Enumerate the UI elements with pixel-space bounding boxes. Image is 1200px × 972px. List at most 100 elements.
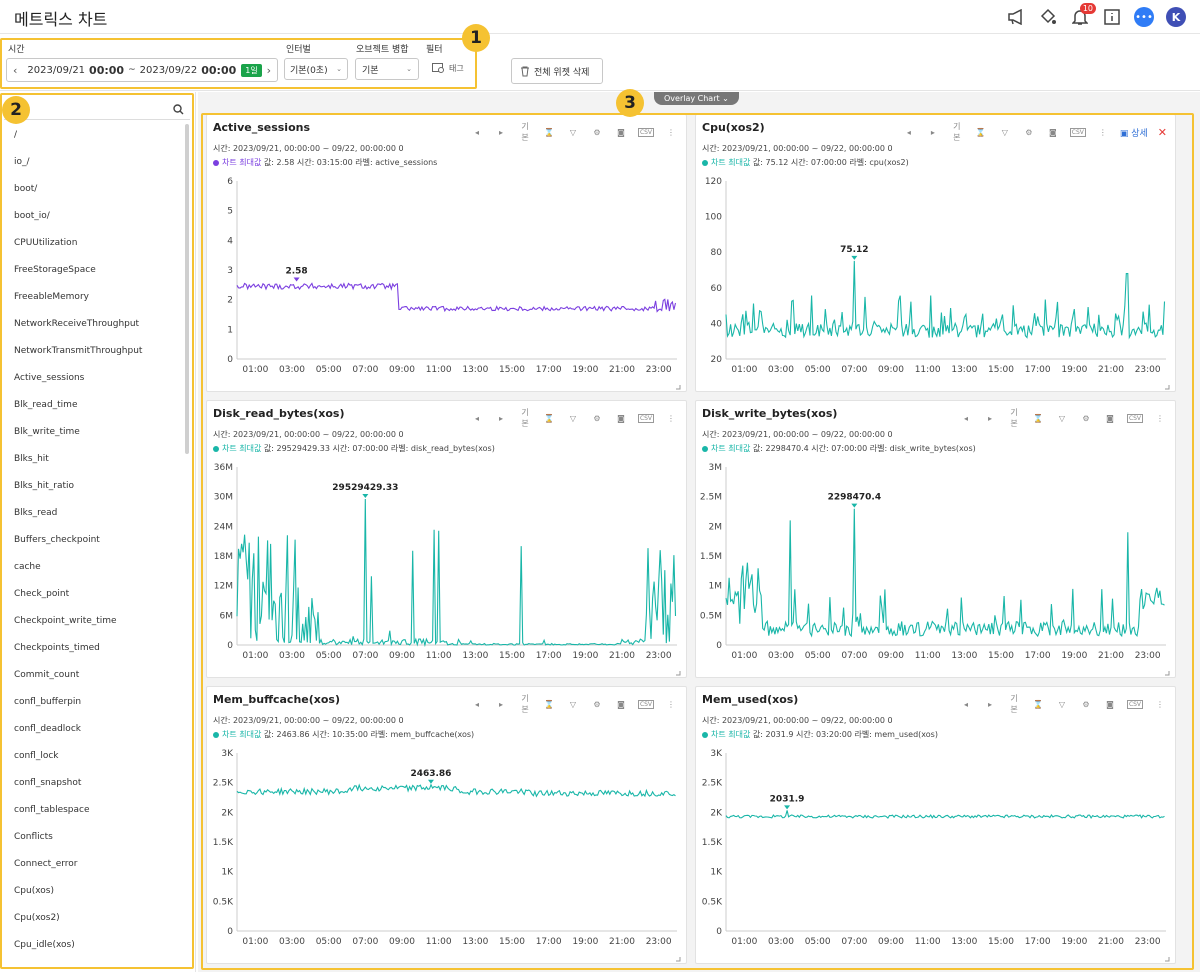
sidebar-item[interactable]: confl_deadlock — [14, 724, 81, 734]
more-icon[interactable]: ⋮ — [1156, 699, 1164, 709]
delete-all-widgets-button[interactable]: 전체 위젯 삭제 — [511, 58, 603, 84]
sidebar-item[interactable]: confl_lock — [14, 751, 59, 761]
next-icon[interactable]: ▸ — [498, 127, 503, 137]
sidebar-item[interactable]: FreeStorageSpace — [14, 265, 96, 275]
sidebar-item[interactable]: boot_io/ — [14, 211, 50, 221]
sidebar-item[interactable]: / — [14, 130, 18, 140]
csv-icon[interactable]: CSV — [1069, 127, 1086, 137]
camera-icon[interactable]: ◙ — [1048, 127, 1057, 137]
sidebar-item[interactable]: confl_tablespace — [14, 805, 90, 815]
resize-handle[interactable] — [676, 671, 681, 676]
sidebar-item[interactable]: Blks_read — [14, 508, 58, 518]
gear-icon[interactable]: ⚙ — [593, 413, 601, 423]
merge-select[interactable]: 기본 ⌄ — [355, 58, 419, 80]
hourglass-icon[interactable]: ⌛ — [544, 699, 554, 709]
gear-icon[interactable]: ⚙ — [593, 699, 601, 709]
resize-handle[interactable] — [1165, 957, 1170, 962]
hourglass-icon[interactable]: ⌛ — [1033, 699, 1043, 709]
sidebar-item[interactable]: Active_sessions — [14, 373, 85, 383]
interval-select[interactable]: 기본(0초) ⌄ — [284, 58, 348, 80]
camera-icon[interactable]: ◙ — [617, 699, 625, 709]
hourglass-icon[interactable]: ⌛ — [544, 413, 554, 423]
more-icon[interactable]: ⋮ — [667, 699, 675, 709]
more-icon[interactable]: ⋮ — [667, 127, 675, 137]
sidebar-item[interactable]: confl_bufferpin — [14, 697, 82, 707]
filter-icon[interactable]: ▽ — [569, 127, 577, 137]
sidebar-item[interactable]: Check_point — [14, 589, 70, 599]
range-badge[interactable]: 1일 — [241, 63, 262, 77]
hourglass-icon[interactable]: ⌛ — [544, 127, 554, 137]
sidebar-item[interactable]: Buffers_checkpoint — [14, 535, 100, 545]
sidebar-item[interactable]: Cpu(xos) — [14, 886, 54, 896]
megaphone-icon[interactable] — [1006, 7, 1026, 27]
csv-icon[interactable]: CSV — [638, 413, 654, 423]
gear-icon[interactable]: ⚙ — [593, 127, 601, 137]
prev-icon[interactable]: ◂ — [963, 699, 968, 709]
sidebar-item[interactable]: Blks_hit — [14, 454, 49, 464]
resize-handle[interactable] — [676, 957, 681, 962]
prev-icon[interactable]: ◂ — [474, 699, 479, 709]
camera-icon[interactable]: ◙ — [1106, 699, 1114, 709]
prev-icon[interactable]: ◂ — [474, 127, 479, 137]
sidebar-item[interactable]: io_/ — [14, 157, 30, 167]
resize-handle[interactable] — [1165, 385, 1170, 390]
sidebar-item[interactable]: NetworkReceiveThroughput — [14, 319, 140, 329]
sidebar-item[interactable]: CPUUtilization — [14, 238, 78, 248]
close-icon[interactable]: ✕ — [1157, 125, 1167, 139]
prev-icon[interactable]: ◂ — [906, 127, 911, 137]
chevron-right-icon[interactable]: › — [266, 63, 271, 77]
info-panel-icon[interactable] — [1102, 7, 1122, 27]
csv-icon[interactable]: CSV — [638, 127, 654, 137]
basic-label[interactable]: 기본 — [1010, 408, 1018, 428]
resize-handle[interactable] — [676, 385, 681, 390]
sidebar-item[interactable]: Cpu_idle(xos) — [14, 940, 75, 950]
filter-icon[interactable]: ▽ — [1058, 699, 1066, 709]
sidebar-item[interactable]: cache — [14, 562, 41, 572]
gear-icon[interactable]: ⚙ — [1082, 413, 1090, 423]
bell-icon[interactable]: 10 — [1070, 3, 1096, 27]
sidebar-item[interactable]: Blks_hit_ratio — [14, 481, 75, 491]
detail-button[interactable]: ▣ 상세 — [1120, 126, 1148, 139]
next-icon[interactable]: ▸ — [987, 699, 992, 709]
csv-icon[interactable]: CSV — [638, 699, 654, 709]
next-icon[interactable]: ▸ — [498, 413, 503, 423]
sidebar-item[interactable]: Connect_error — [14, 859, 78, 869]
next-icon[interactable]: ▸ — [930, 127, 935, 137]
filter-tag-button[interactable]: 태그 — [432, 63, 464, 74]
prev-icon[interactable]: ◂ — [474, 413, 479, 423]
next-icon[interactable]: ▸ — [987, 413, 992, 423]
gear-icon[interactable]: ⚙ — [1082, 699, 1090, 709]
basic-label[interactable]: 기본 — [521, 694, 529, 714]
sidebar-item[interactable]: confl_snapshot — [14, 778, 82, 788]
metric-search-input[interactable] — [4, 98, 190, 120]
filter-icon[interactable]: ▽ — [1058, 413, 1066, 423]
filter-icon[interactable]: ▽ — [569, 413, 577, 423]
sidebar-item[interactable]: FreeableMemory — [14, 292, 89, 302]
sidebar-item[interactable]: Blk_read_time — [14, 400, 78, 410]
more-icon[interactable]: ⋮ — [667, 413, 675, 423]
more-icon[interactable]: ⋮ — [1156, 413, 1164, 423]
hourglass-icon[interactable]: ⌛ — [1033, 413, 1043, 423]
csv-icon[interactable]: CSV — [1127, 699, 1143, 709]
gear-icon[interactable]: ⚙ — [1025, 127, 1033, 137]
next-icon[interactable]: ▸ — [498, 699, 503, 709]
sidebar-item[interactable]: Commit_count — [14, 670, 80, 680]
hourglass-icon[interactable]: ⌛ — [975, 127, 986, 137]
basic-label[interactable]: 기본 — [1010, 694, 1018, 714]
camera-icon[interactable]: ◙ — [1106, 413, 1114, 423]
sidebar-item[interactable]: Blk_write_time — [14, 427, 80, 437]
camera-icon[interactable]: ◙ — [617, 127, 625, 137]
more-icon[interactable]: ⋮ — [1098, 127, 1107, 137]
sidebar-item[interactable]: Cpu(xos2) — [14, 913, 60, 923]
sidebar-item[interactable]: boot/ — [14, 184, 38, 194]
basic-label[interactable]: 기본 — [953, 122, 961, 142]
sidebar-item[interactable]: NetworkTransmitThroughput — [14, 346, 143, 356]
paint-bucket-icon[interactable] — [1038, 7, 1058, 27]
csv-icon[interactable]: CSV — [1127, 413, 1143, 423]
overlay-chart-button[interactable]: Overlay Chart ⌄ — [654, 92, 739, 105]
chevron-left-icon[interactable]: ‹ — [13, 63, 18, 77]
basic-label[interactable]: 기본 — [521, 122, 529, 142]
resize-handle[interactable] — [1165, 671, 1170, 676]
avatar[interactable]: K — [1166, 7, 1186, 27]
sidebar-item[interactable]: Conflicts — [14, 832, 53, 842]
